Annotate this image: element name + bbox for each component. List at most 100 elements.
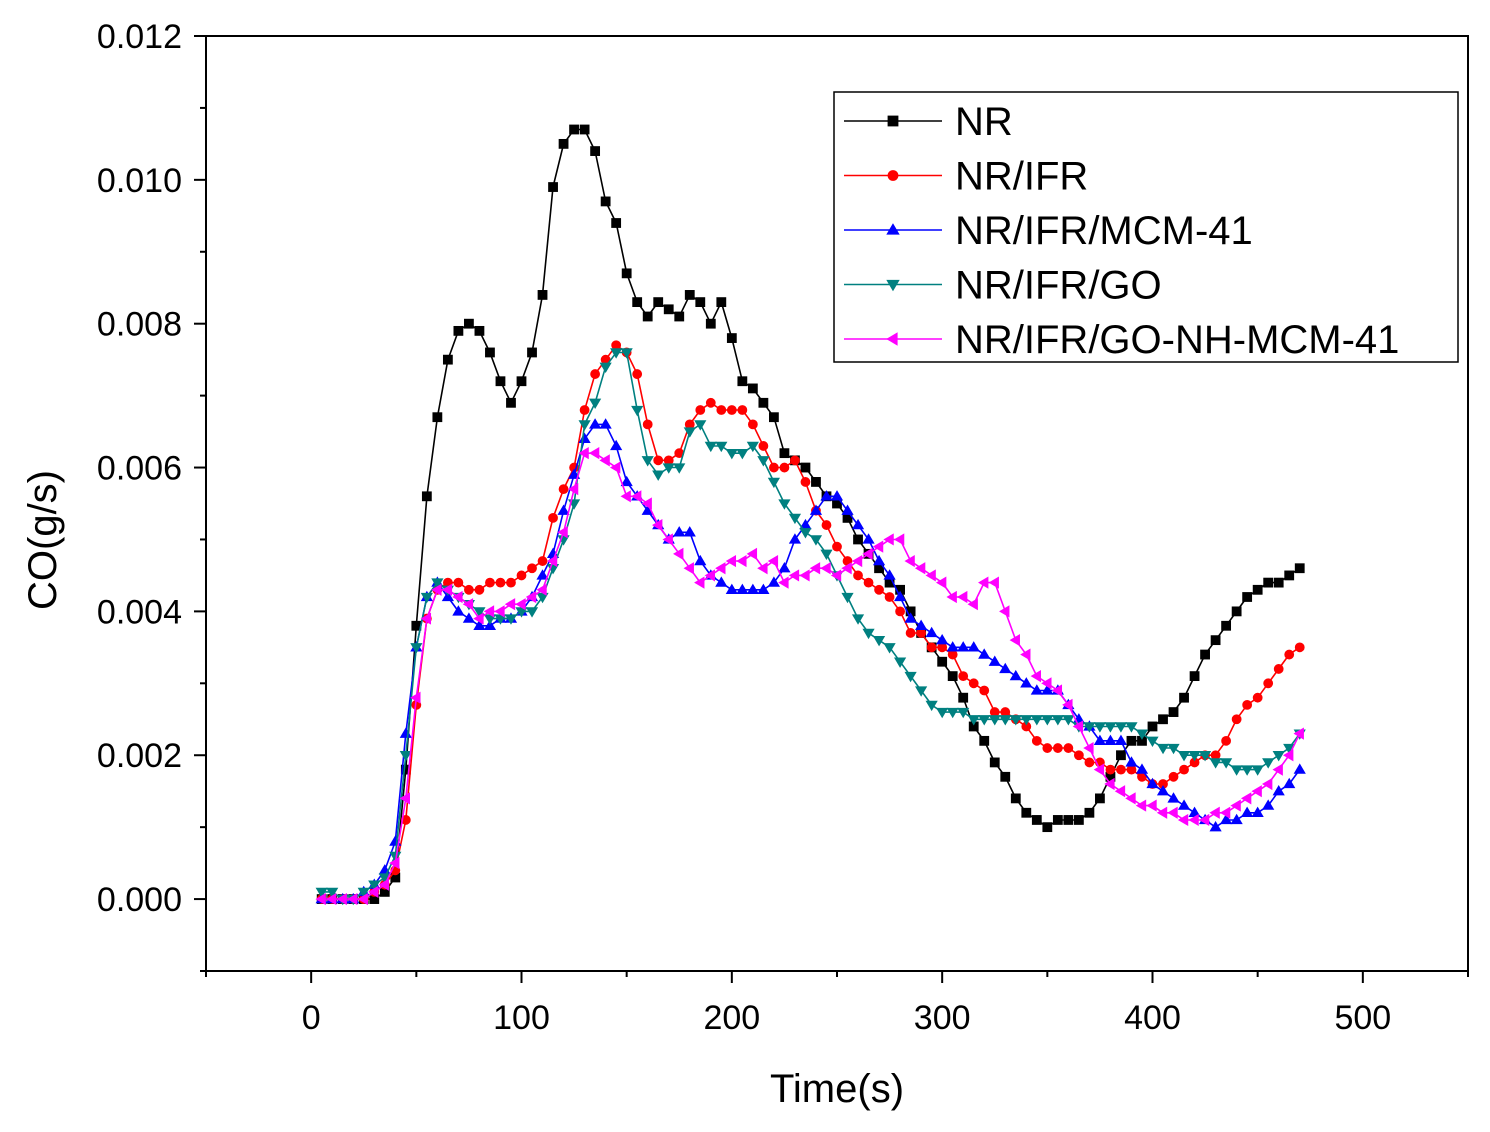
data-point <box>978 576 989 589</box>
data-point <box>1294 563 1305 574</box>
data-point <box>653 297 664 308</box>
data-point <box>464 318 474 329</box>
legend-marker <box>886 332 898 346</box>
data-point <box>483 605 495 618</box>
data-point <box>1198 751 1212 762</box>
data-point <box>1030 715 1043 726</box>
data-point <box>715 576 728 587</box>
data-point <box>336 892 347 906</box>
data-point <box>1104 734 1117 746</box>
y-tick-label: 0.004 <box>97 593 182 631</box>
y-tick-label: 0.000 <box>97 881 182 919</box>
data-point <box>841 562 852 575</box>
data-point <box>1209 806 1220 819</box>
data-point <box>452 590 463 604</box>
data-point <box>1135 729 1149 740</box>
data-point <box>506 397 516 408</box>
data-point <box>368 880 381 891</box>
data-point <box>506 577 516 588</box>
data-point <box>1251 765 1264 776</box>
data-point <box>548 182 558 192</box>
data-point <box>1116 750 1126 761</box>
data-point <box>1262 799 1275 810</box>
data-point <box>1221 620 1232 631</box>
data-point <box>683 427 696 438</box>
data-point <box>567 468 581 479</box>
legend-item-nr: NR <box>844 100 1013 144</box>
data-point <box>1241 806 1254 817</box>
legend-label: NR <box>955 100 1013 144</box>
data-point <box>1114 734 1128 746</box>
data-point <box>716 405 727 415</box>
data-point <box>683 526 696 537</box>
data-point <box>1179 692 1189 703</box>
data-point <box>410 691 421 704</box>
data-point <box>527 347 537 358</box>
data-point <box>958 692 969 703</box>
data-point <box>1220 758 1233 769</box>
data-point <box>747 383 758 394</box>
series-layer <box>315 124 1306 906</box>
data-point <box>894 657 907 668</box>
data-point <box>410 643 423 654</box>
data-point <box>736 554 747 568</box>
data-point <box>715 441 728 453</box>
data-point <box>883 643 896 654</box>
data-point <box>495 577 506 588</box>
data-point <box>1273 664 1284 674</box>
legend-box <box>833 91 1459 363</box>
data-point <box>1041 677 1052 690</box>
data-point <box>548 512 558 523</box>
data-point <box>967 598 978 611</box>
data-point <box>716 297 727 308</box>
data-point <box>1242 592 1253 602</box>
data-point <box>1146 736 1159 748</box>
data-point <box>936 633 949 645</box>
data-point <box>779 448 790 459</box>
data-point <box>915 686 928 697</box>
data-point <box>610 348 623 359</box>
data-point <box>579 124 590 135</box>
data-point <box>946 707 959 719</box>
data-point <box>946 641 959 652</box>
data-point <box>558 138 569 149</box>
series-line-nr <box>321 128 1301 900</box>
data-point <box>737 376 748 387</box>
data-point <box>1042 743 1053 753</box>
data-point <box>590 369 601 379</box>
data-point <box>746 583 759 594</box>
data-point <box>832 541 842 552</box>
data-point <box>462 598 474 611</box>
data-point <box>809 562 821 575</box>
data-point <box>1284 570 1295 581</box>
data-point <box>715 562 726 575</box>
data-point <box>1009 634 1020 647</box>
data-point <box>1177 751 1191 762</box>
data-point <box>925 700 938 712</box>
data-point <box>830 490 844 501</box>
data-point <box>1104 722 1117 733</box>
data-point <box>851 518 865 530</box>
data-point <box>1062 715 1075 726</box>
series-nr <box>316 124 1305 904</box>
data-point <box>641 456 654 467</box>
legend-label: NR/IFR <box>955 155 1088 199</box>
x-axis-title: Time(s) <box>770 1067 904 1111</box>
data-point <box>1156 743 1170 755</box>
x-tick-label: 100 <box>493 999 550 1037</box>
data-point <box>800 477 811 487</box>
data-point <box>1084 807 1095 818</box>
data-point <box>589 398 602 409</box>
data-point <box>347 892 358 906</box>
data-point <box>589 418 602 429</box>
data-point <box>483 619 497 630</box>
data-point <box>1051 684 1063 697</box>
data-point <box>600 196 611 207</box>
data-point <box>747 419 758 430</box>
data-point <box>473 612 484 625</box>
data-point <box>620 490 631 503</box>
data-point <box>1188 813 1199 827</box>
data-point <box>694 420 707 431</box>
data-point <box>694 576 705 589</box>
